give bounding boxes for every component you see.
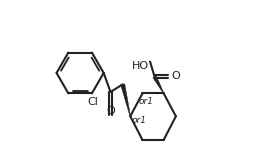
Polygon shape (121, 84, 131, 116)
Polygon shape (153, 76, 164, 94)
Text: or1: or1 (132, 116, 147, 125)
Text: Cl: Cl (87, 97, 98, 107)
Text: O: O (171, 71, 180, 81)
Text: O: O (106, 105, 115, 116)
Text: HO: HO (131, 61, 148, 71)
Text: or1: or1 (139, 97, 154, 106)
